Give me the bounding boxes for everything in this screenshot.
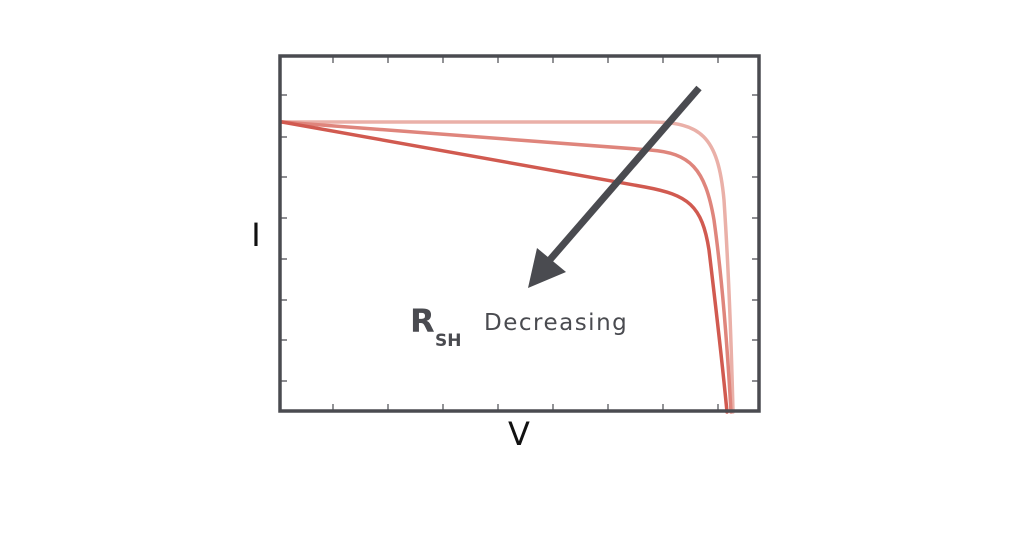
curve-high-rsh [280, 120, 735, 414]
plot-frame [278, 54, 761, 413]
y-axis-label: I [251, 216, 260, 254]
annotation-text: Decreasing [484, 310, 628, 336]
left-ticks [281, 94, 287, 382]
right-ticks [752, 94, 758, 382]
curve-mid-rsh [280, 120, 733, 414]
curves [280, 120, 735, 414]
x-axis-label: V [508, 415, 530, 453]
annotation-subscript: SH [435, 331, 461, 351]
ticks [281, 57, 758, 410]
arrow-head [528, 248, 566, 288]
curve-low-rsh [280, 120, 729, 414]
top-ticks [332, 57, 719, 63]
annotation-symbol: R [410, 302, 435, 340]
bottom-ticks [332, 404, 719, 410]
arrow-shaft [545, 85, 702, 265]
